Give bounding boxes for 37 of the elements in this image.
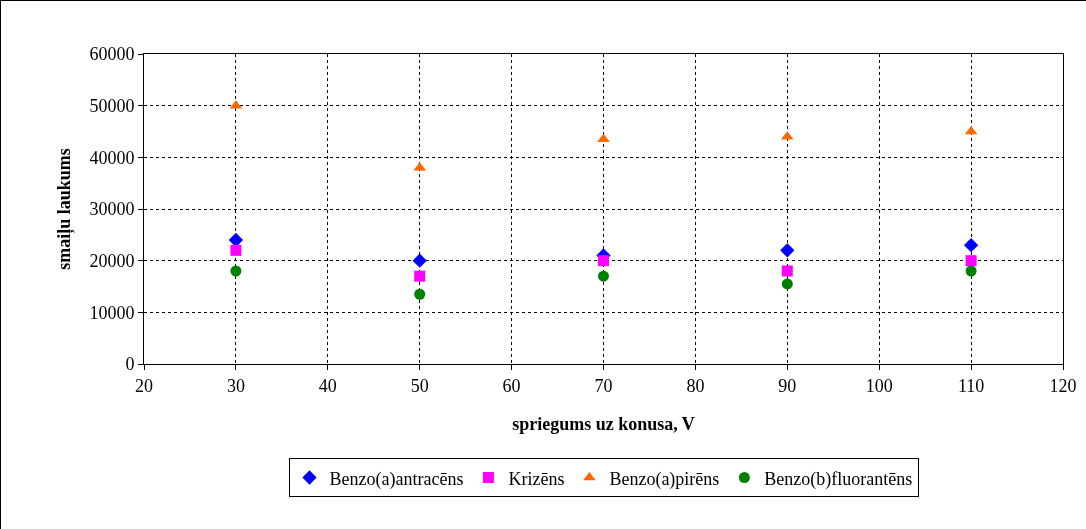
legend-label: Benzo(a)antracēns [329,468,464,490]
point [230,244,242,256]
legend-label: Benzo(a)pirēns [609,468,720,490]
point [965,255,977,267]
y-tick-label: 20000 [89,250,135,271]
point [598,270,609,282]
x-axis-title: spriegums uz konusa, V [512,413,695,434]
point [780,243,795,258]
y-axis-title: smaiļu laukums [53,148,75,270]
x-tick-label: 90 [778,375,797,396]
point [230,265,242,277]
point [598,255,609,267]
x-tick-label: 30 [226,375,245,396]
x-tick-label: 50 [410,375,429,396]
x-tick-label: 40 [318,375,337,396]
x-tick-label: 110 [957,375,985,396]
legend-label: Krizēns [508,468,565,489]
point [412,253,427,268]
x-tick-label: 20 [135,375,153,396]
x-tick-label: 120 [1049,375,1077,396]
x-tick-label: 60 [502,375,521,396]
x-tick-label: 80 [686,375,705,396]
legend-label: Benzo(b)fluorantēns [764,468,913,490]
point [965,265,977,277]
y-tick-label: 10000 [89,302,135,323]
point [963,238,979,253]
x-tick-label: 70 [594,375,613,396]
y-tick-label: 30000 [89,199,135,220]
y-tick-label: 0 [125,354,135,375]
y-tick-label: 40000 [89,147,135,168]
point [414,288,426,300]
point [781,265,793,277]
y-tick-label: 50000 [89,95,135,116]
y-tick-label: 60000 [89,44,135,65]
point [781,278,793,290]
point [414,270,426,282]
x-tick-label: 100 [865,375,893,396]
